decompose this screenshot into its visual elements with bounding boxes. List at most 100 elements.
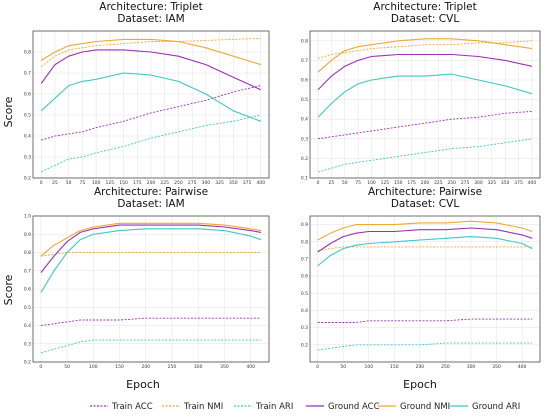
series-line-ground-nmi	[317, 38, 533, 73]
plot-frame	[309, 30, 541, 179]
x-tick-label: 350	[229, 180, 238, 186]
series-line-train-ari	[317, 138, 533, 173]
series-line-train-acc	[40, 317, 262, 326]
series-line-ground-nmi	[40, 38, 261, 66]
x-tick-label: 0	[39, 364, 42, 370]
x-tick-label: 250	[168, 364, 177, 370]
y-tick-label: 0.3	[301, 325, 308, 331]
y-tick-label: 0.8	[301, 239, 308, 245]
x-tick-label: 150	[119, 180, 128, 186]
x-tick-label: 150	[390, 364, 399, 370]
x-tick-label: 0	[40, 180, 43, 186]
x-tick-label: 325	[215, 180, 224, 186]
x-tick-label: 75	[355, 180, 361, 186]
panel-title-line: Dataset: IAM	[117, 198, 184, 210]
y-tick-label: 0.5	[301, 291, 308, 297]
y-tick-label: 0.7	[24, 71, 31, 77]
x-tick-label: 350	[220, 364, 229, 370]
y-tick-label: 0.4	[24, 323, 31, 329]
x-tick-label: 350	[501, 180, 510, 186]
x-tick-label: 200	[141, 364, 150, 370]
series-line-ground-nmi	[317, 220, 533, 241]
x-tick-label: 75	[80, 180, 86, 186]
y-tick-label: 0.4	[24, 134, 31, 140]
x-tick-label: 225	[160, 180, 169, 186]
series-line-train-nmi	[40, 37, 261, 68]
y-tick-label: 0.3	[24, 341, 31, 347]
series-line-ground-acc	[40, 224, 262, 273]
y-tick-label: 0.2	[301, 156, 308, 162]
series-line-ground-acc	[317, 227, 533, 253]
y-tick-label: 0.8	[24, 50, 31, 56]
x-tick-label: 375	[514, 180, 523, 186]
plot-frame	[32, 215, 270, 363]
series-line-ground-ari	[317, 236, 533, 267]
x-tick-label: 175	[133, 180, 142, 186]
y-tick-label: 0.2	[24, 360, 31, 366]
y-tick-label: 0.9	[24, 232, 31, 238]
series-line-train-ari	[40, 339, 262, 354]
x-tick-label: 100	[364, 364, 373, 370]
legend-item-train-acc: Train ACC	[90, 402, 153, 412]
x-tick-label: 200	[416, 364, 425, 370]
y-tick-label: 0.2	[24, 176, 31, 182]
x-tick-label: 25	[52, 180, 58, 186]
x-tick-label: 125	[381, 180, 390, 186]
series-line-train-nmi	[317, 246, 533, 251]
plot-frame	[309, 215, 541, 363]
y-tick-label: 0.5	[24, 305, 31, 311]
y-tick-label: 0.1	[301, 176, 308, 182]
x-tick-label: 175	[407, 180, 416, 186]
y-tick-label: 0.3	[301, 136, 308, 142]
x-axis-label-left: Epoch	[126, 378, 160, 391]
legend-label: Ground NMI	[400, 402, 450, 412]
x-tick-label: 100	[89, 364, 98, 370]
series-line-ground-ari	[40, 72, 261, 122]
x-tick-label: 50	[342, 180, 348, 186]
x-tick-label: 275	[188, 180, 197, 186]
x-tick-label: 100	[92, 180, 101, 186]
legend-item-ground-ari: Ground ARI	[450, 402, 520, 412]
panel-title-line: Architecture: Triplet	[373, 1, 476, 13]
y-tick-label: 0.7	[301, 58, 308, 64]
x-tick-label: 250	[174, 180, 183, 186]
x-tick-label: 50	[340, 364, 346, 370]
x-tick-label: 300	[474, 180, 483, 186]
series-line-train-acc	[41, 85, 261, 141]
series-line-train-acc	[317, 318, 533, 323]
legend-label: Ground ARI	[472, 402, 520, 412]
series-line-ground-nmi	[40, 222, 262, 257]
x-tick-label: 100	[367, 180, 376, 186]
legend: Train ACC Train NMI Train ARI Ground ACC Gro…	[90, 402, 520, 412]
x-tick-label: 150	[115, 364, 124, 370]
x-tick-label: 25	[329, 180, 335, 186]
series-line-ground-acc	[317, 53, 533, 91]
legend-item-ground-nmi: Ground NMI	[378, 402, 450, 412]
series-line-train-acc	[317, 110, 533, 140]
plot-frame	[32, 30, 270, 179]
x-tick-label: 250	[441, 364, 450, 370]
x-axis-label-right: Epoch	[403, 378, 437, 391]
x-tick-label: 350	[492, 364, 501, 370]
legend-item-train-nmi: Train NMI	[162, 402, 223, 412]
y-tick-label: 0.6	[301, 274, 308, 280]
panel-title-line: Architecture: Pairwise	[94, 186, 208, 198]
y-tick-label: 0.9	[301, 222, 308, 228]
x-tick-label: 325	[488, 180, 497, 186]
y-tick-label: 0.8	[301, 38, 308, 44]
x-tick-label: 50	[64, 364, 70, 370]
y-tick-label: 0.5	[24, 113, 31, 119]
panel-title-line: Architecture: Triplet	[99, 1, 202, 13]
y-axis-label-top: Score	[2, 96, 15, 127]
x-tick-label: 200	[421, 180, 430, 186]
legend-label: Ground ACC	[328, 402, 380, 412]
panel-title-line: Dataset: IAM	[117, 13, 184, 25]
x-tick-label: 150	[394, 180, 403, 186]
y-tick-label: 0.8	[24, 250, 31, 256]
x-tick-label: 225	[434, 180, 443, 186]
x-tick-label: 300	[467, 364, 476, 370]
